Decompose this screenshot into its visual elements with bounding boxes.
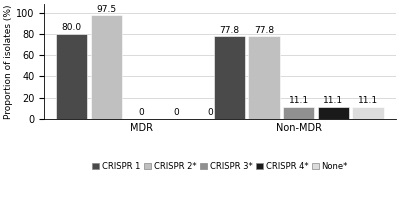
Text: 11.1: 11.1 xyxy=(358,96,378,105)
Text: 97.5: 97.5 xyxy=(96,5,116,14)
Text: 77.8: 77.8 xyxy=(254,26,274,35)
Text: 0: 0 xyxy=(208,108,213,117)
Text: 0: 0 xyxy=(173,108,179,117)
Text: 77.8: 77.8 xyxy=(219,26,240,35)
Bar xyxy=(91,15,122,119)
Legend: CRISPR 1, CRISPR 2*, CRISPR 3*, CRISPR 4*, None*: CRISPR 1, CRISPR 2*, CRISPR 3*, CRISPR 4… xyxy=(88,158,351,174)
Y-axis label: Proportion of isolates (%): Proportion of isolates (%) xyxy=(4,4,13,119)
Text: 0: 0 xyxy=(138,108,144,117)
Text: 11.1: 11.1 xyxy=(323,96,344,105)
Bar xyxy=(283,107,314,119)
Bar xyxy=(56,34,87,119)
Bar xyxy=(214,36,245,119)
Bar xyxy=(318,107,349,119)
Bar xyxy=(248,36,280,119)
Text: 11.1: 11.1 xyxy=(289,96,309,105)
Bar xyxy=(352,107,384,119)
Text: 80.0: 80.0 xyxy=(62,23,82,32)
